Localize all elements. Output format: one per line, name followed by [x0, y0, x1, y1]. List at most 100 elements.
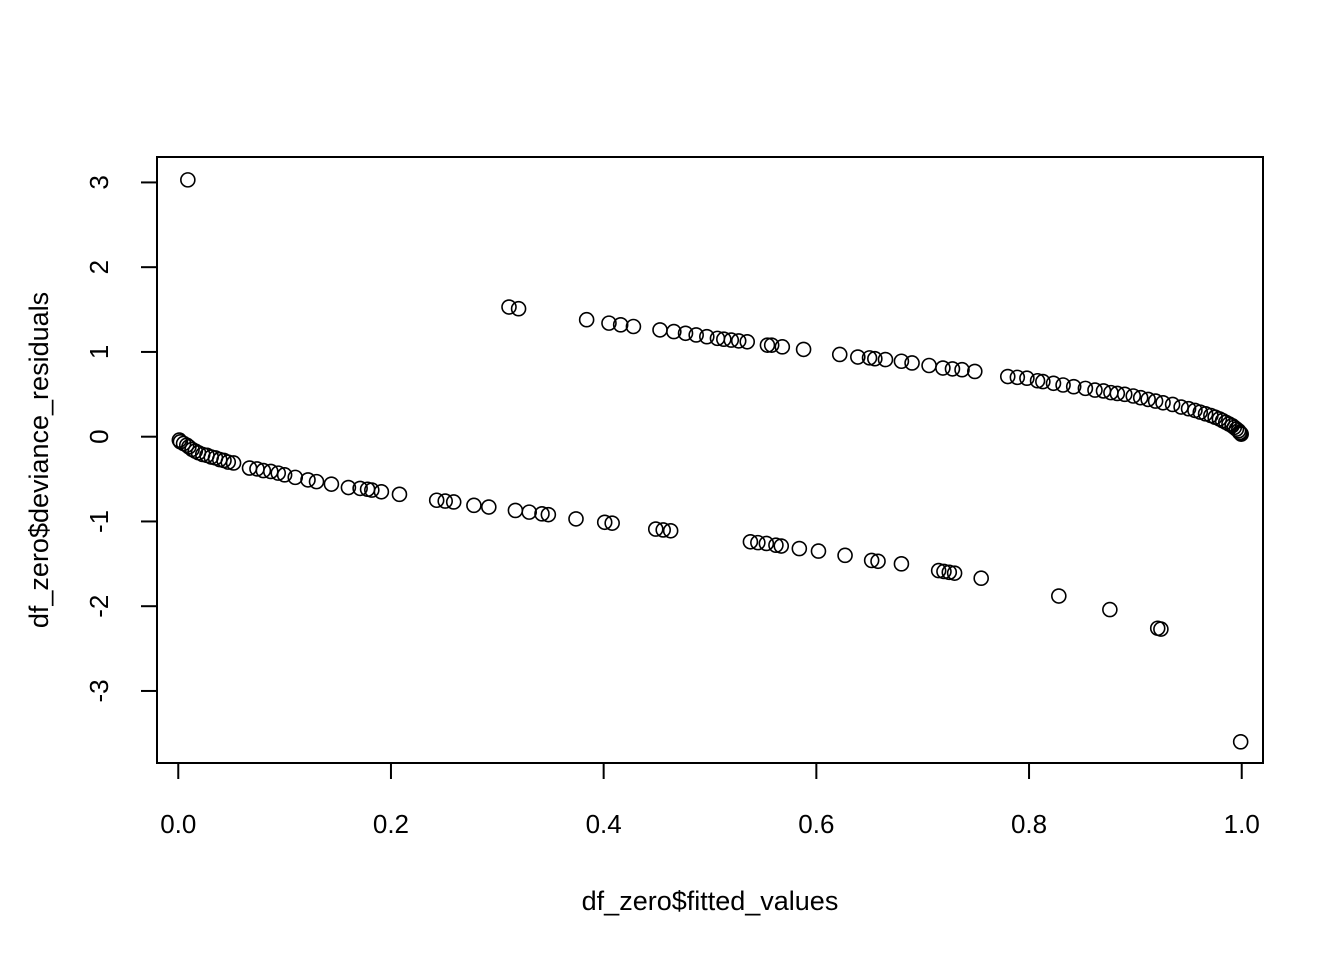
data-point — [791, 540, 808, 557]
data-point — [1153, 621, 1169, 637]
data-point — [1125, 388, 1142, 404]
x-tick-label: 0.6 — [798, 809, 834, 839]
data-point — [1045, 375, 1062, 392]
y-tick-label: 1 — [84, 345, 114, 359]
data-point — [967, 363, 983, 380]
data-point — [688, 327, 704, 343]
data-point — [904, 355, 920, 371]
data-point — [877, 351, 894, 368]
data-point — [999, 368, 1016, 385]
data-point — [870, 553, 886, 570]
data-point — [1147, 393, 1164, 409]
data-point — [178, 437, 195, 453]
data-point — [578, 311, 595, 328]
data-point — [596, 514, 613, 531]
data-points — [171, 172, 1249, 750]
data-point — [270, 465, 287, 481]
data-point — [699, 328, 715, 345]
data-point — [750, 534, 766, 551]
data-point — [716, 331, 732, 348]
data-point — [795, 341, 812, 358]
data-point — [428, 492, 445, 509]
data-point — [1087, 382, 1103, 398]
data-point — [1055, 377, 1071, 393]
data-point — [1230, 422, 1247, 439]
data-point — [739, 333, 756, 350]
data-point — [973, 570, 989, 587]
data-point — [625, 318, 642, 335]
data-point — [445, 494, 462, 510]
x-tick-label: 0.2 — [373, 809, 409, 839]
data-point — [867, 350, 883, 367]
data-point — [1102, 601, 1118, 618]
data-point — [1233, 426, 1249, 442]
x-tick-label: 1.0 — [1224, 809, 1260, 839]
data-point — [742, 533, 759, 550]
data-point — [935, 360, 951, 376]
data-point — [831, 346, 848, 363]
data-point — [540, 506, 557, 523]
data-point — [936, 563, 952, 580]
data-point — [893, 353, 910, 370]
data-point — [604, 515, 620, 531]
y-tick-label: 2 — [84, 260, 114, 274]
data-point — [723, 332, 740, 348]
data-point — [1019, 370, 1035, 387]
y-tick-label: -3 — [84, 679, 114, 702]
x-tick-label: 0.0 — [160, 809, 196, 839]
data-point — [391, 486, 408, 503]
data-point — [954, 361, 970, 378]
data-point — [941, 564, 958, 581]
data-point — [1132, 389, 1149, 406]
y-axis-title: df_zero$deviance_residuals — [24, 292, 54, 628]
data-point — [612, 317, 629, 333]
y-tick-label: 0 — [84, 429, 114, 443]
data-point — [323, 476, 340, 492]
data-point — [352, 480, 368, 497]
data-point — [1029, 372, 1046, 389]
data-point — [255, 462, 272, 479]
data-point — [893, 556, 910, 572]
data-point — [1035, 373, 1051, 390]
data-point — [810, 543, 827, 559]
data-point — [180, 172, 196, 188]
data-point — [534, 506, 550, 522]
y-tick-label: -1 — [84, 510, 114, 533]
data-point — [677, 325, 694, 342]
data-point — [861, 350, 878, 366]
y-tick-label: -2 — [84, 595, 114, 618]
data-point — [1164, 396, 1181, 413]
data-point — [300, 472, 316, 488]
y-tick-label: 3 — [84, 175, 114, 189]
data-point — [1009, 369, 1026, 386]
data-point — [1051, 588, 1067, 604]
data-point — [276, 467, 293, 483]
x-tick-label: 0.4 — [586, 809, 622, 839]
data-point — [225, 455, 242, 471]
data-point — [1116, 386, 1133, 403]
data-point — [1109, 385, 1126, 402]
data-point — [568, 511, 584, 527]
data-point — [666, 323, 682, 340]
data-point — [220, 454, 237, 470]
data-point — [1065, 378, 1082, 395]
data-point — [850, 349, 866, 365]
data-point — [652, 322, 668, 338]
data-point — [921, 357, 937, 374]
data-point — [1228, 421, 1245, 437]
data-point — [655, 522, 672, 538]
data-point — [647, 521, 664, 537]
data-point — [466, 497, 482, 514]
data-point — [521, 504, 538, 520]
x-tick-label: 0.8 — [1011, 809, 1047, 839]
data-point — [601, 315, 617, 331]
plot-frame — [156, 156, 1264, 764]
data-point — [930, 562, 947, 579]
data-point — [863, 552, 880, 569]
data-point — [1232, 734, 1249, 750]
data-point — [501, 299, 517, 315]
data-point — [662, 522, 679, 539]
data-point — [510, 300, 527, 317]
data-point — [308, 473, 325, 490]
data-point — [837, 547, 853, 564]
